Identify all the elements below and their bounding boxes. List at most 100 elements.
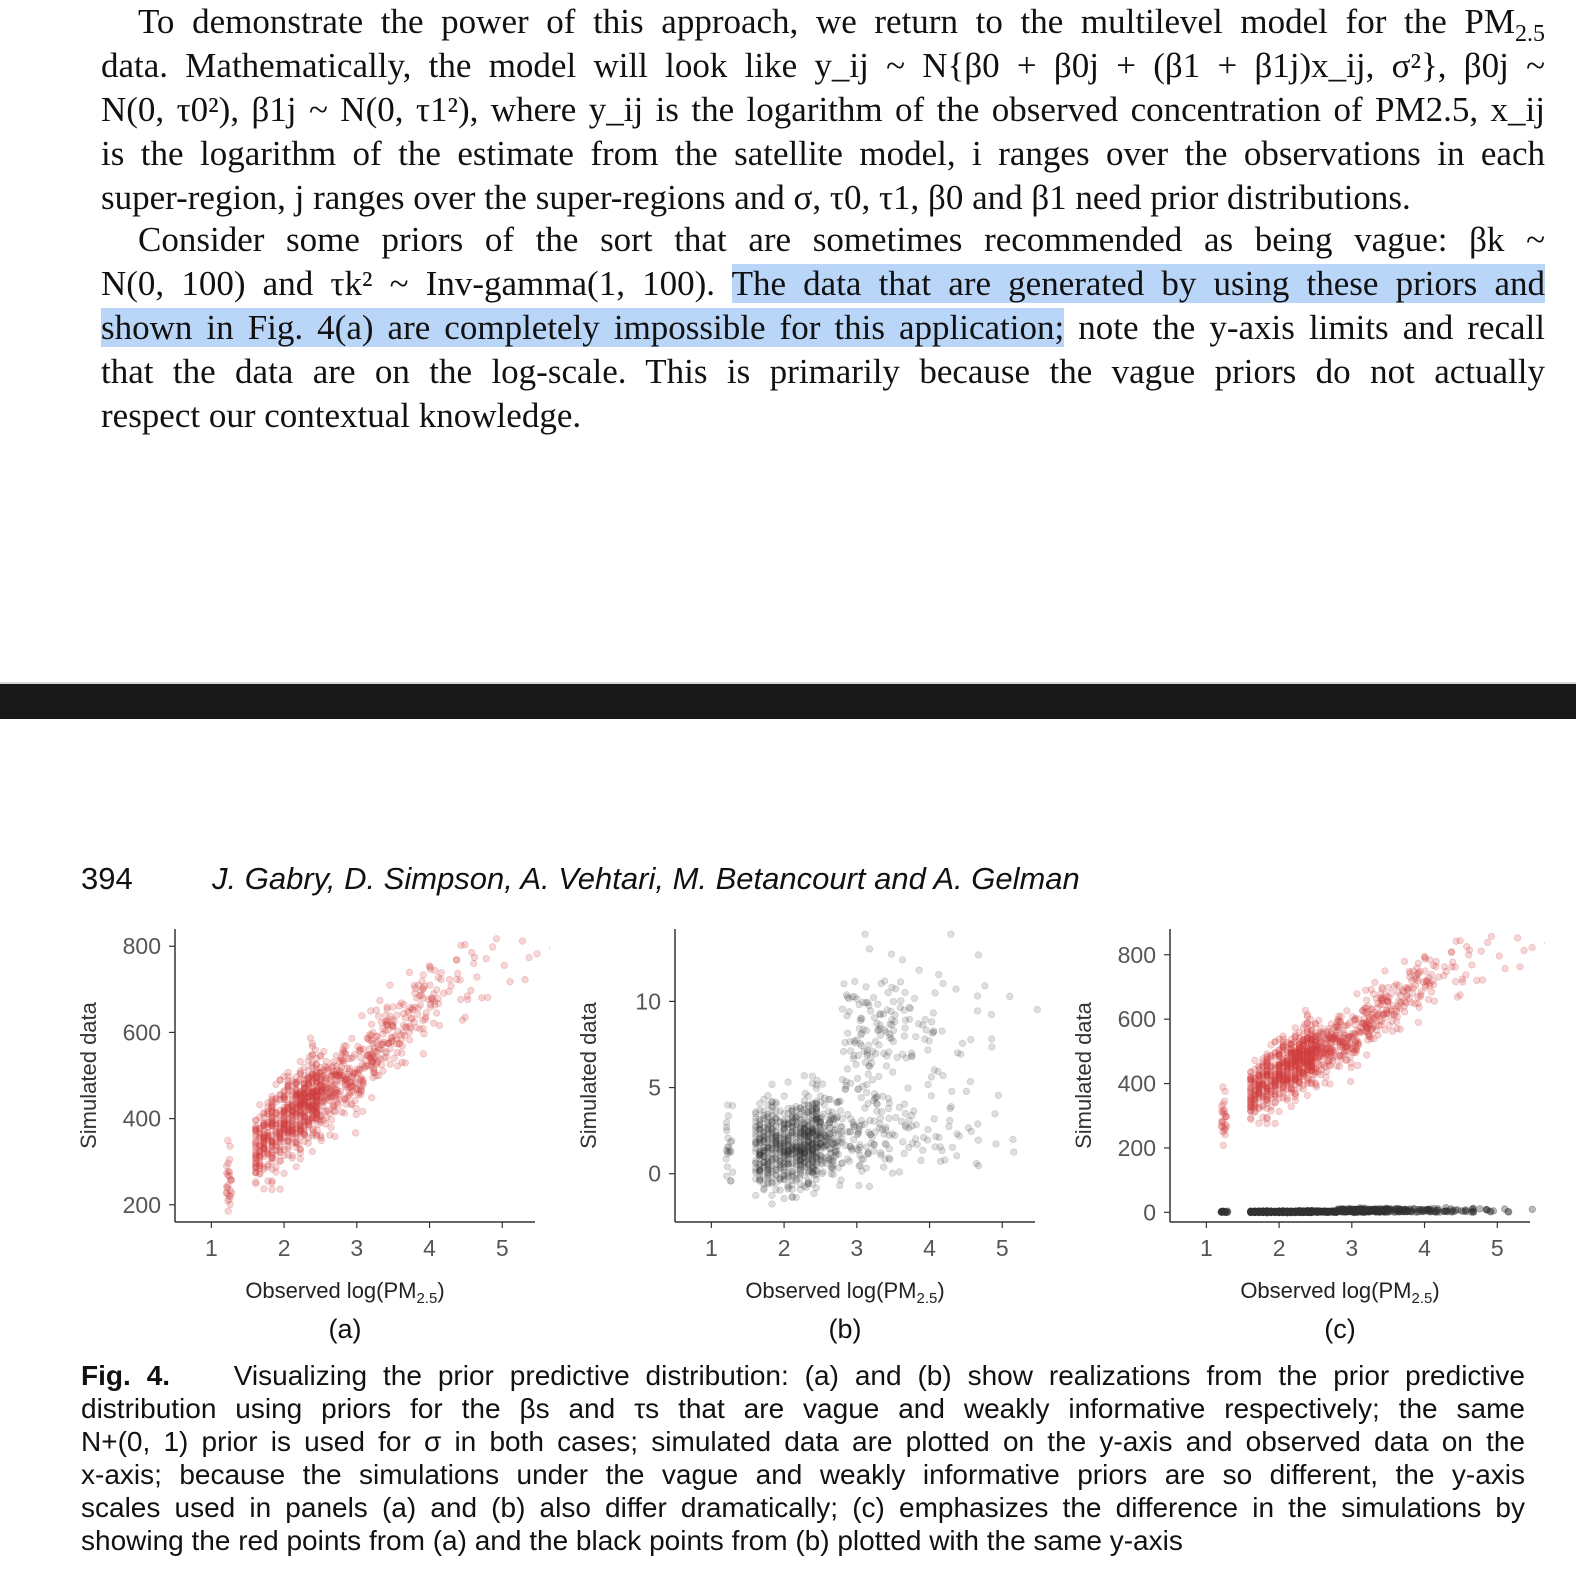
red-point <box>1287 1035 1295 1044</box>
red-point <box>1355 1027 1363 1035</box>
black-point <box>764 1113 772 1121</box>
red-point <box>292 1138 300 1146</box>
red-point <box>419 1024 427 1033</box>
red-point <box>1303 1045 1311 1053</box>
red-point <box>1327 1046 1335 1054</box>
black-point <box>1267 1207 1275 1215</box>
red-point <box>260 1144 268 1152</box>
black-point <box>802 1163 810 1171</box>
black-point <box>881 977 889 985</box>
red-point <box>330 1107 338 1115</box>
black-point <box>1291 1207 1299 1216</box>
black-point <box>812 1104 820 1112</box>
red-point <box>1336 1053 1344 1061</box>
red-point <box>458 1016 467 1024</box>
black-point <box>792 1122 800 1130</box>
red-point <box>304 1067 312 1075</box>
red-point <box>292 1143 300 1151</box>
black-point <box>772 1149 780 1157</box>
black-point <box>811 1171 819 1179</box>
red-point <box>268 1113 276 1121</box>
red-point <box>1275 1058 1283 1067</box>
red-point <box>320 1066 328 1075</box>
red-point <box>1283 1075 1291 1083</box>
black-point <box>1259 1208 1267 1216</box>
black-point <box>856 1141 864 1149</box>
black-point <box>784 1146 792 1154</box>
red-point <box>1374 1011 1382 1019</box>
black-point <box>862 1164 871 1172</box>
red-point <box>284 1076 292 1084</box>
black-point <box>1358 1207 1366 1215</box>
black-point <box>884 1095 893 1103</box>
highlighted-text[interactable]: shown in Fig. 4(a) are completely imposs… <box>101 308 1065 347</box>
red-point <box>397 1035 406 1043</box>
red-point <box>296 1088 304 1096</box>
black-point <box>1342 1207 1350 1215</box>
red-point <box>404 1007 412 1015</box>
black-point <box>1407 1206 1415 1214</box>
red-point <box>1369 1014 1377 1022</box>
red-point <box>399 1028 407 1037</box>
black-point <box>796 1138 804 1146</box>
red-point <box>1286 1040 1294 1048</box>
red-point <box>284 1080 292 1088</box>
black-point <box>1320 1208 1328 1216</box>
black-point <box>1247 1208 1255 1216</box>
black-point <box>726 1148 734 1156</box>
black-point <box>1311 1207 1320 1216</box>
red-point <box>452 956 461 964</box>
red-point <box>280 1106 288 1114</box>
red-point <box>323 1065 331 1073</box>
red-point <box>312 1097 320 1105</box>
red-point <box>426 1003 435 1011</box>
red-point <box>1364 1024 1372 1032</box>
black-point <box>788 1185 796 1193</box>
black-point <box>808 1116 816 1124</box>
red-point <box>1330 1033 1338 1041</box>
red-point <box>1251 1087 1259 1095</box>
black-point <box>1299 1208 1307 1216</box>
black-point <box>796 1149 804 1157</box>
black-point <box>1324 1208 1332 1216</box>
black-point <box>809 1166 818 1174</box>
red-point <box>300 1131 308 1139</box>
black-point <box>772 1128 780 1137</box>
red-point <box>1251 1091 1259 1099</box>
red-point <box>401 1023 409 1031</box>
red-point <box>1255 1090 1263 1098</box>
red-point <box>296 1109 304 1118</box>
highlighted-text[interactable]: The data that are generated by using the… <box>731 264 1545 303</box>
red-point <box>268 1095 276 1103</box>
black-point <box>780 1164 788 1172</box>
red-point <box>1303 1091 1311 1099</box>
red-point <box>1367 1010 1376 1018</box>
black-point <box>1271 1208 1279 1216</box>
red-point <box>1342 1048 1350 1056</box>
red-point <box>1307 1054 1315 1062</box>
black-point <box>1251 1208 1259 1217</box>
black-point <box>800 1149 808 1157</box>
black-point <box>816 1092 825 1100</box>
black-point <box>1322 1208 1331 1216</box>
black-point <box>752 1145 760 1153</box>
red-point <box>1279 1057 1287 1065</box>
black-point <box>1374 1207 1382 1215</box>
black-point <box>1275 1208 1283 1216</box>
red-point <box>300 1063 308 1072</box>
black-point <box>772 1131 780 1139</box>
red-point <box>1304 1074 1312 1082</box>
red-point <box>306 1034 314 1042</box>
red-point <box>1307 1040 1315 1048</box>
black-point <box>804 1143 812 1151</box>
red-point <box>276 1091 284 1099</box>
red-point <box>1283 1069 1291 1077</box>
red-point <box>256 1148 264 1156</box>
red-point <box>335 1090 343 1099</box>
black-point <box>772 1137 780 1145</box>
red-point <box>288 1154 296 1162</box>
black-point <box>1299 1208 1307 1216</box>
red-point <box>411 984 419 992</box>
red-point <box>1311 1038 1320 1046</box>
red-point <box>268 1120 276 1128</box>
